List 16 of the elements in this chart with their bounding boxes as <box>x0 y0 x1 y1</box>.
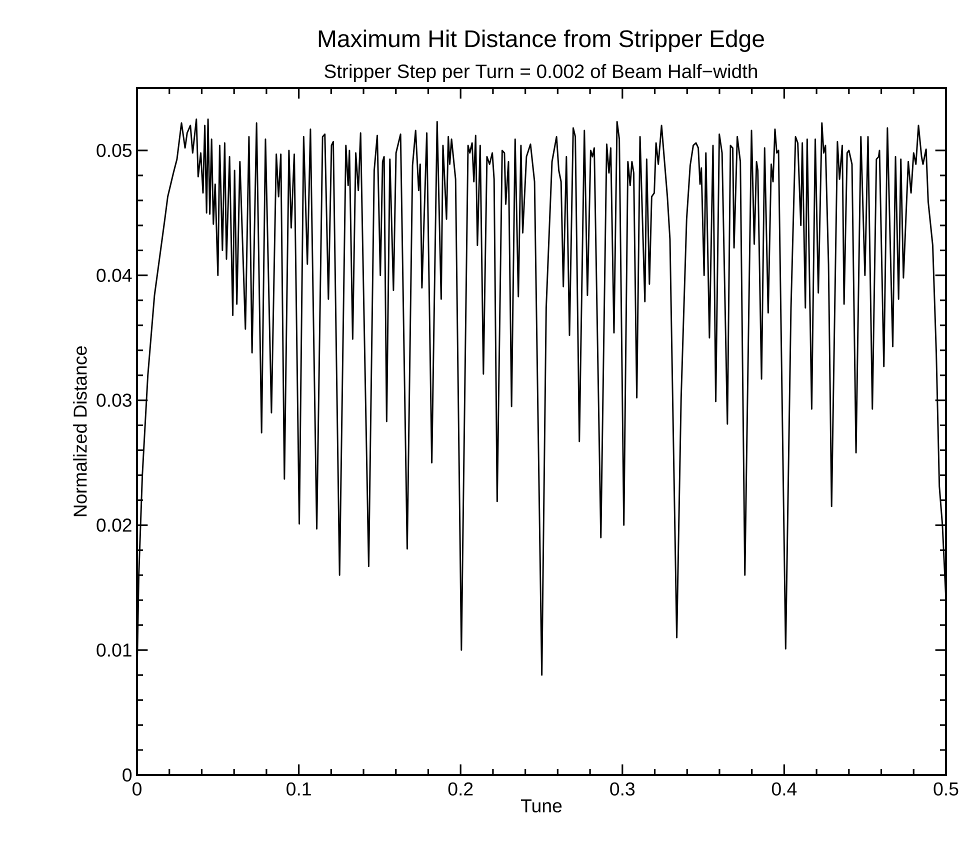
x-tick-label: 0.3 <box>610 782 635 796</box>
y-tick-label: 0.03 <box>96 394 132 407</box>
y-tick-label: 0 <box>122 768 132 782</box>
y-axis-title: Normalized Distance <box>73 346 87 516</box>
x-tick-label: 0.5 <box>934 782 958 796</box>
x-tick-label: 0.4 <box>772 782 797 796</box>
x-tick-label: 0 <box>132 782 142 796</box>
chart-subtitle: Stripper Step per Turn = 0.002 of Beam Half−width <box>324 64 757 82</box>
y-tick-label: 0.05 <box>96 144 132 158</box>
y-tick-label: 0.01 <box>96 643 132 657</box>
x-tick-label: 0.1 <box>286 782 311 796</box>
y-tick-label: 0.02 <box>96 518 132 532</box>
chart-title: Maximum Hit Distance from Stripper Edge <box>318 30 764 52</box>
y-tick-label: 0.04 <box>96 268 132 282</box>
x-axis-title: Tune <box>520 799 562 812</box>
x-tick-label: 0.2 <box>448 782 473 796</box>
